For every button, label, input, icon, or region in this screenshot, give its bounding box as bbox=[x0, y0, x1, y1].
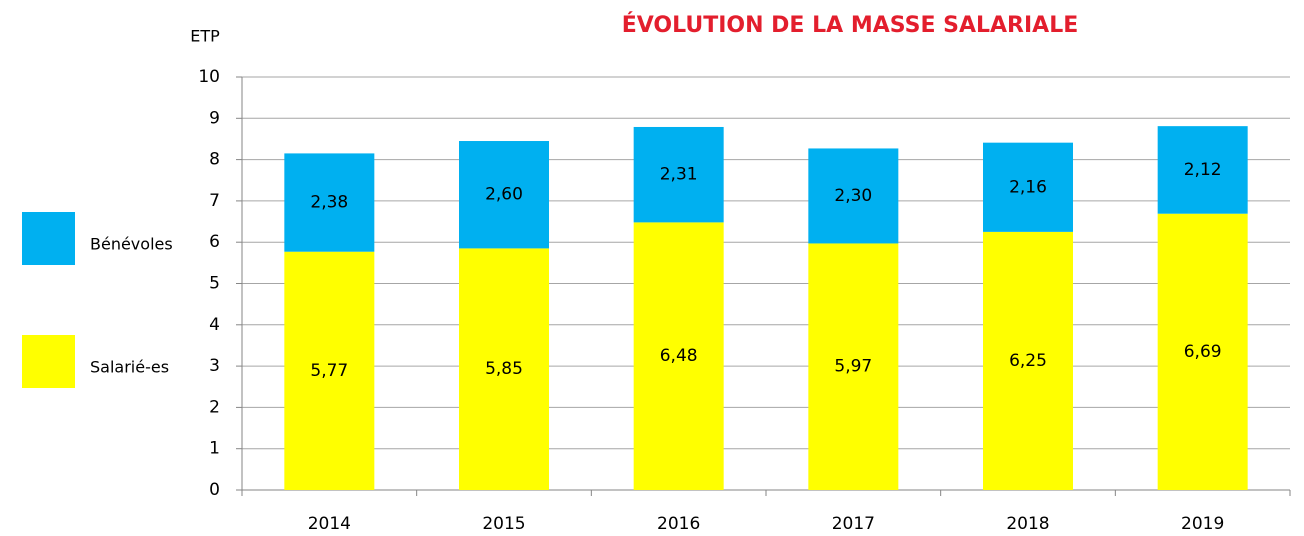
bar-segment bbox=[284, 251, 375, 490]
data-label: 6,48 bbox=[660, 346, 698, 366]
x-tick-label: 2014 bbox=[308, 514, 351, 534]
y-tick-label: 8 bbox=[209, 150, 220, 170]
legend-swatch bbox=[22, 212, 75, 265]
bar-segment bbox=[459, 141, 549, 249]
bar-segment bbox=[1157, 126, 1248, 214]
bar-segment bbox=[633, 222, 724, 490]
data-label: 2,30 bbox=[834, 186, 872, 206]
y-tick-label: 10 bbox=[198, 67, 220, 87]
bar-segment bbox=[633, 126, 724, 223]
data-label: 5,85 bbox=[485, 359, 523, 379]
y-tick-label: 2 bbox=[209, 397, 220, 417]
bar-segment bbox=[983, 231, 1073, 490]
bar-segment bbox=[459, 248, 549, 490]
bar-segment bbox=[284, 153, 375, 252]
legend-swatch bbox=[22, 335, 75, 388]
data-label: 2,12 bbox=[1184, 160, 1222, 180]
data-label: 2,31 bbox=[660, 165, 698, 185]
y-tick-label: 0 bbox=[209, 480, 220, 500]
data-label: 6,69 bbox=[1184, 342, 1222, 362]
y-tick-label: 5 bbox=[209, 274, 220, 294]
y-tick-label: 7 bbox=[209, 191, 220, 211]
x-tick-label: 2016 bbox=[657, 514, 700, 534]
bar-segment bbox=[808, 148, 899, 244]
data-label: 2,38 bbox=[310, 193, 348, 213]
y-tick-label: 3 bbox=[209, 356, 220, 376]
data-label: 5,97 bbox=[834, 357, 872, 377]
x-tick-label: 2019 bbox=[1181, 514, 1224, 534]
x-tick-label: 2015 bbox=[482, 514, 525, 534]
y-tick-label: 6 bbox=[209, 232, 220, 252]
data-label: 2,60 bbox=[485, 185, 523, 205]
chart-title: ÉVOLUTION DE LA MASSE SALARIALE bbox=[622, 12, 1079, 38]
legend-label: Bénévoles bbox=[90, 235, 173, 254]
x-tick-label: 2018 bbox=[1006, 514, 1049, 534]
y-tick-label: 4 bbox=[209, 315, 220, 335]
bar-segment bbox=[808, 243, 899, 490]
y-tick-label: 1 bbox=[209, 439, 220, 459]
data-label: 5,77 bbox=[310, 361, 348, 381]
y-tick-label: 9 bbox=[209, 108, 220, 128]
bar-segment bbox=[983, 142, 1073, 232]
y-axis-label: ETP bbox=[190, 27, 220, 46]
data-label: 6,25 bbox=[1009, 351, 1047, 371]
legend-label: Salarié-es bbox=[90, 358, 169, 377]
bar-segment bbox=[1157, 213, 1248, 490]
data-label: 2,16 bbox=[1009, 177, 1047, 197]
x-tick-label: 2017 bbox=[832, 514, 875, 534]
